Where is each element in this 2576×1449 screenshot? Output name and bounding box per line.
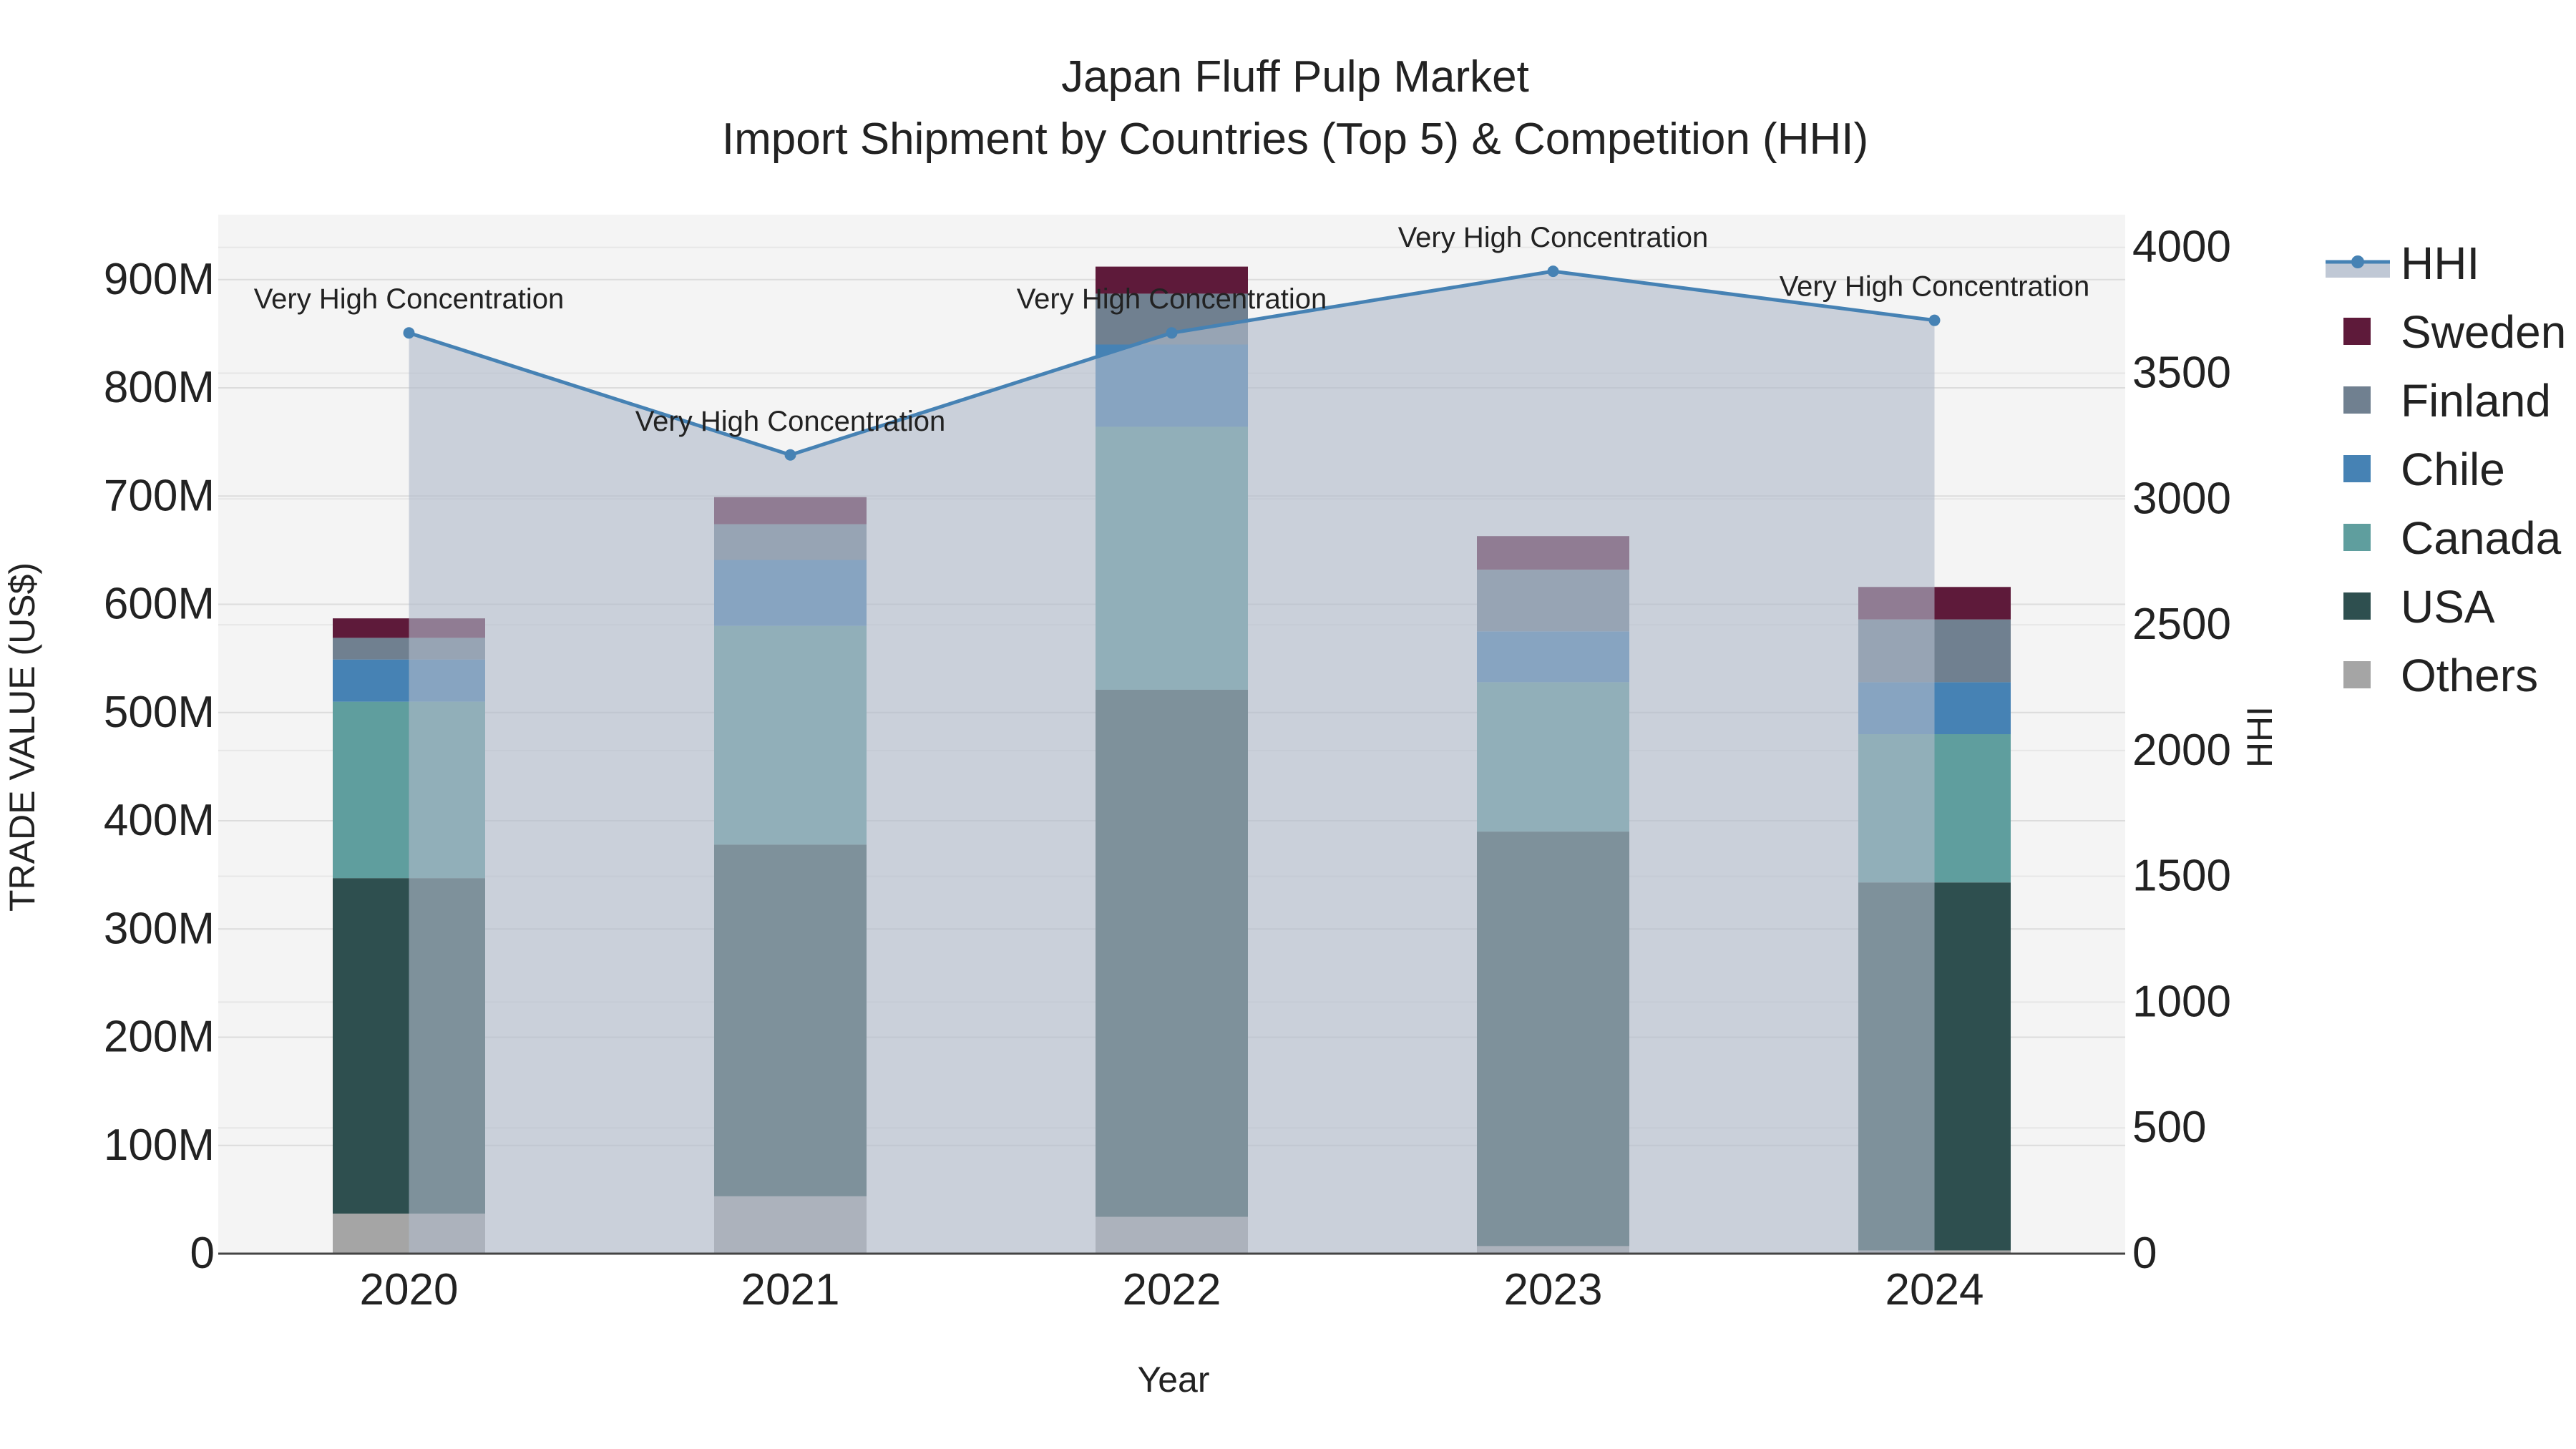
legend-swatch-sweden (2343, 318, 2371, 345)
y-axis-ticks: 0 100M 200M 300M 400M 500M 600M 700M 800M 900M (104, 255, 215, 1278)
legend-label: USA (2401, 581, 2495, 633)
y2-tick-label: 2000 (2132, 726, 2231, 775)
legend-swatch-hhi-area (2326, 262, 2390, 278)
legend-swatch-canada (2343, 524, 2371, 551)
legend-swatch-hhi-marker (2351, 255, 2364, 268)
x-tick-label: 2020 (360, 1265, 459, 1314)
chart-subtitle: Import Shipment by Countries (Top 5) & C… (722, 114, 1868, 164)
y2-tick-label: 2500 (2132, 600, 2231, 649)
hhi-annotation: Very High Concentration (635, 406, 946, 437)
y-tick-label: 500M (104, 688, 215, 737)
hhi-point-2023 (1547, 265, 1559, 278)
x-tick-label: 2024 (1885, 1265, 1984, 1314)
y2-tick-label: 3000 (2132, 474, 2231, 523)
x-axis-ticks: 2020 2021 2022 2023 2024 (360, 1265, 1984, 1314)
legend-swatch-others (2343, 661, 2371, 688)
hhi-annotation: Very High Concentration (1017, 283, 1327, 315)
hhi-line (403, 265, 1941, 461)
y-tick-label: 100M (104, 1121, 215, 1170)
y2-tick-label: 1500 (2132, 852, 2231, 901)
legend-label: Sweden (2401, 306, 2566, 358)
hhi-annotation: Very High Concentration (1780, 271, 2090, 303)
x-tick-label: 2022 (1123, 1265, 1221, 1314)
legend: HHI Sweden Finland Chile Canada USA Others (2326, 238, 2566, 701)
chart-title: Japan Fluff Pulp Market (1061, 52, 1529, 102)
y-tick-label: 700M (104, 471, 215, 520)
x-axis-label: Year (1137, 1360, 1209, 1400)
hhi-point-2024 (1928, 314, 1941, 326)
hhi-annotations: Very High Concentration Very High Concent… (254, 222, 2090, 437)
legend-label: Chile (2401, 444, 2505, 495)
y-tick-label: 300M (104, 904, 215, 953)
legend-label: Canada (2401, 512, 2562, 564)
x-tick-label: 2023 (1504, 1265, 1603, 1314)
legend-swatch-usa (2343, 592, 2371, 620)
legend-label: HHI (2401, 238, 2479, 289)
y2-tick-label: 0 (2132, 1229, 2157, 1278)
hhi-point-2020 (403, 327, 415, 339)
y2-tick-label: 500 (2132, 1103, 2206, 1152)
hhi-area-fill (409, 271, 1935, 1254)
hhi-annotation: Very High Concentration (1398, 222, 1709, 253)
y-tick-label: 200M (104, 1013, 215, 1062)
y-tick-label: 400M (104, 796, 215, 845)
hhi-area (409, 271, 1935, 1254)
x-tick-label: 2021 (741, 1265, 840, 1314)
legend-label: Others (2401, 650, 2538, 701)
y2-axis-label: HHI (2240, 706, 2280, 768)
legend-swatch-finland (2343, 386, 2371, 414)
y2-axis-ticks: 0 500 1000 1500 2000 2500 3000 3500 4000 (2132, 223, 2231, 1278)
y-tick-label: 800M (104, 363, 215, 412)
bar-sweden-2022 (1096, 266, 1248, 294)
legend-label: Finland (2401, 375, 2551, 426)
hhi-point-2022 (1166, 327, 1178, 339)
hhi-annotation: Very High Concentration (254, 283, 565, 315)
y-axis-label: TRADE VALUE (US$) (2, 562, 42, 912)
y-tick-label: 0 (190, 1229, 215, 1278)
y2-tick-label: 1000 (2132, 977, 2231, 1026)
y-tick-label: 900M (104, 255, 215, 304)
y2-tick-label: 3500 (2132, 348, 2231, 397)
legend-swatch-chile (2343, 455, 2371, 482)
y2-tick-label: 4000 (2132, 223, 2231, 272)
y-tick-label: 600M (104, 580, 215, 629)
hhi-point-2021 (784, 449, 796, 461)
